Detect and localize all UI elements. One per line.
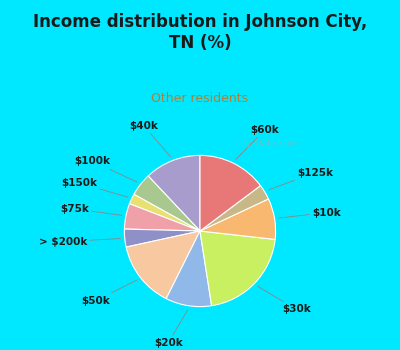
Wedge shape [124, 229, 200, 247]
Text: $100k: $100k [74, 156, 137, 182]
Text: city-Data.com: city-Data.com [235, 139, 299, 148]
Text: $40k: $40k [129, 121, 170, 157]
Wedge shape [124, 204, 200, 231]
Text: $30k: $30k [258, 286, 311, 314]
Wedge shape [200, 155, 260, 231]
Wedge shape [148, 155, 200, 231]
Text: $60k: $60k [236, 125, 280, 160]
Text: Income distribution in Johnson City,
TN (%): Income distribution in Johnson City, TN … [33, 13, 367, 52]
Text: $75k: $75k [60, 204, 122, 215]
Wedge shape [134, 176, 200, 231]
Text: $50k: $50k [82, 280, 137, 306]
Text: $20k: $20k [154, 310, 188, 348]
Text: > $200k: > $200k [39, 237, 120, 247]
Wedge shape [200, 186, 268, 231]
Wedge shape [130, 194, 200, 231]
Text: Other residents: Other residents [152, 92, 248, 105]
Text: $125k: $125k [268, 168, 333, 190]
Text: $150k: $150k [61, 178, 128, 197]
Text: $10k: $10k [279, 208, 341, 218]
Wedge shape [166, 231, 212, 307]
Wedge shape [200, 199, 276, 239]
Wedge shape [126, 231, 200, 299]
Wedge shape [200, 231, 275, 306]
